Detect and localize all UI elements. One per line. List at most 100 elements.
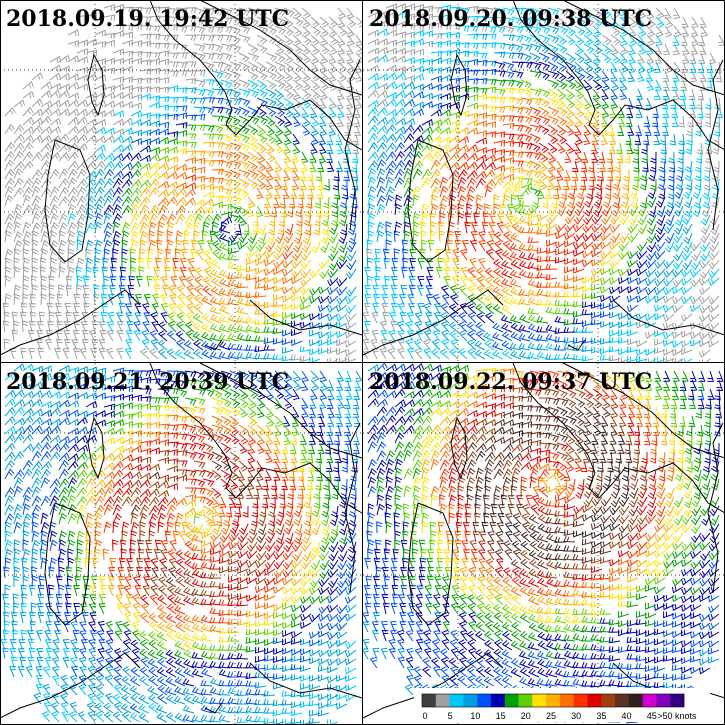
wind-barbs <box>103 106 357 353</box>
coastline <box>450 416 468 480</box>
wind-barbs <box>76 397 330 651</box>
coastline <box>199 0 363 96</box>
wind-barbs <box>112 115 348 342</box>
panel-title: 2018.09.21. 20:39 UTC <box>6 369 289 395</box>
colorbar-label: 15 <box>496 711 506 721</box>
coastline <box>562 362 725 459</box>
colorbar-swatch <box>477 694 492 707</box>
colorbar-label: 45 <box>647 711 657 721</box>
wind-barbs <box>430 368 675 606</box>
colorbar-swatch <box>435 694 450 707</box>
colorbar-swatch <box>532 694 547 707</box>
map-panel: 2018.09.20. 09:38 UTC <box>361 0 725 367</box>
colorbar-swatch <box>642 694 657 707</box>
coastline <box>344 422 361 594</box>
colorbar-swatch <box>601 694 616 707</box>
coastline <box>344 59 361 231</box>
colorbar-swatch <box>490 694 506 707</box>
wind-barbs <box>448 378 657 588</box>
wind-barbs <box>130 451 267 597</box>
coastline <box>249 299 363 336</box>
coastline <box>407 502 454 626</box>
map-panel: 2018.09.22. 09:37 UTC <box>361 362 725 725</box>
wind-barbs <box>364 4 723 366</box>
wind-barbs <box>367 362 724 714</box>
coastline <box>567 339 586 351</box>
colorbar-swatch <box>587 694 602 707</box>
wind-barbs <box>2 363 363 725</box>
colorbar-label: 30 <box>571 711 581 721</box>
colorbar-swatch <box>656 694 671 707</box>
colorbar: 0 5 10 15 20 25 30 35 40 45 >50 knots <box>414 688 710 722</box>
wind-barbs <box>85 414 312 633</box>
panel-title: 2018.09.22. 09:37 UTC <box>369 369 652 395</box>
coastline <box>512 362 725 514</box>
wind-barbs <box>3 367 360 723</box>
colorbar-label: 10 <box>470 711 480 721</box>
colorbar-swatch <box>615 694 630 707</box>
wind-barbs <box>448 124 603 279</box>
wind-barbs <box>112 433 285 606</box>
coastline <box>407 139 454 263</box>
wind-barbs <box>40 368 358 687</box>
wind-barbs <box>130 133 330 333</box>
wind-barbs <box>475 406 630 561</box>
wind-barbs <box>376 363 720 660</box>
wind-barbs <box>439 106 621 288</box>
coastline <box>0 652 141 719</box>
wind-barbs <box>412 87 639 315</box>
wind-barbs <box>103 433 294 607</box>
coastline <box>44 139 91 263</box>
colorbar-swatch <box>573 694 588 707</box>
coastline <box>562 0 725 96</box>
wind-barbs <box>103 423 303 624</box>
colorbar-swatch <box>422 694 437 707</box>
colorbar-swatch <box>504 694 519 707</box>
colorbar-swatch <box>546 694 561 707</box>
colorbar-swatch <box>463 694 478 707</box>
coastline <box>204 339 223 351</box>
map-panel: 2018.09.19. 19:42 UTC <box>0 0 366 366</box>
colorbar-swatch <box>559 694 574 707</box>
colorbar-label: 40 <box>622 711 632 721</box>
coastline <box>44 502 91 626</box>
colorbar-label: 25 <box>546 711 556 721</box>
colorbar-label: 35 <box>596 711 606 721</box>
coastline <box>512 0 725 151</box>
colorbar-swatch <box>449 694 464 707</box>
coastline <box>87 416 105 480</box>
colorbar-swatch <box>518 694 533 707</box>
colorbar-swatch <box>628 694 643 707</box>
panel-title: 2018.09.19. 19:42 UTC <box>6 6 289 32</box>
wind-barbs <box>403 70 657 326</box>
wind-barbs <box>148 142 313 306</box>
colorbar-label: 0 <box>422 711 427 721</box>
colorbar-label: >50 knots <box>657 711 697 721</box>
coastline <box>149 0 363 151</box>
map-panel: 2018.09.21. 20:39 UTC <box>0 362 363 725</box>
colorbar-label: 5 <box>448 711 453 721</box>
colorbar-swatch <box>670 694 685 707</box>
wind-barbs <box>67 70 359 364</box>
wind-barbs <box>402 370 703 633</box>
coastline <box>87 53 105 117</box>
wind-barbs <box>421 368 675 615</box>
colorbar-label: 20 <box>521 711 531 721</box>
coastline <box>249 662 363 699</box>
wind-barbs <box>85 406 321 634</box>
wind-barbs <box>0 363 362 725</box>
wind-barbs <box>430 97 621 297</box>
wind-barbs <box>85 87 359 360</box>
coastline <box>362 289 504 356</box>
wind-barbs <box>412 367 693 624</box>
wind-barbs <box>139 141 321 324</box>
wind-barbs <box>366 25 693 360</box>
coastline <box>450 53 468 117</box>
wind-barbs <box>457 386 648 579</box>
colorbar-border <box>421 693 685 708</box>
wind-barbs <box>58 379 348 660</box>
wind-barbs <box>94 97 358 360</box>
wind-barbs <box>376 52 684 351</box>
